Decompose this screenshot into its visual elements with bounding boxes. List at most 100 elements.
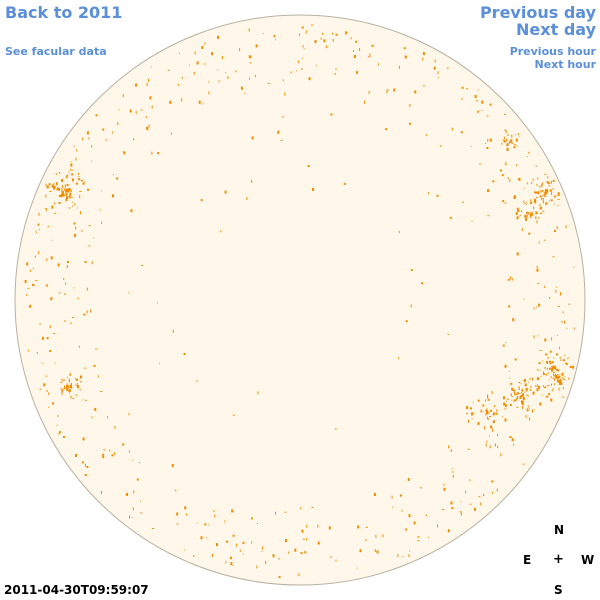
feature-mark [557,376,559,378]
feature-mark [34,255,36,258]
feature-mark [71,173,74,176]
previous-day-link[interactable]: Previous day [479,3,596,22]
feature-mark [63,436,65,438]
feature-mark [535,165,538,167]
feature-mark [78,178,80,181]
feature-mark [526,409,529,412]
feature-mark [54,212,57,214]
feature-mark [200,536,203,540]
feature-mark [527,381,529,383]
feature-mark [474,507,476,511]
feature-mark [81,461,84,464]
feature-mark [62,190,64,194]
feature-mark [320,37,322,40]
feature-mark [129,109,132,113]
feature-mark [540,375,542,377]
feature-mark [251,541,253,544]
feature-mark [514,399,517,402]
feature-mark [554,366,557,370]
previous-hour-link[interactable]: Previous hour [509,45,596,58]
feature-mark [91,261,93,265]
feature-mark [251,179,253,183]
feature-mark [504,364,507,368]
feature-mark [513,389,515,392]
back-to-year-link[interactable]: Back to 2011 [5,3,123,22]
feature-mark [517,396,519,399]
feature-mark [521,391,522,393]
feature-mark [557,373,559,377]
feature-mark [133,490,135,494]
feature-mark [512,318,515,322]
feature-mark [64,188,66,192]
feature-mark [46,208,47,211]
feature-mark [102,453,105,456]
feature-mark [196,522,198,524]
feature-mark [524,214,527,218]
feature-mark [547,361,548,364]
feature-mark [527,211,529,215]
feature-mark [440,145,442,148]
feature-mark [314,40,317,44]
feature-mark [549,362,552,365]
feature-mark [213,510,215,512]
feature-mark [261,546,263,550]
feature-mark [547,176,549,179]
feature-mark [101,491,102,494]
feature-mark [562,377,564,379]
feature-mark [62,184,63,188]
next-hour-link[interactable]: Next hour [534,58,597,71]
feature-mark [524,379,526,383]
feature-mark [95,348,98,350]
feature-mark [467,448,470,450]
feature-mark [193,71,195,75]
feature-mark [441,509,444,511]
feature-mark [51,239,53,241]
feature-mark [156,302,158,304]
feature-mark [553,372,555,373]
feature-mark [508,370,510,372]
feature-mark [511,277,513,281]
feature-mark [536,220,538,224]
feature-mark [511,387,514,391]
feature-mark [58,187,60,191]
feature-mark [503,396,505,400]
feature-mark [491,391,493,394]
feature-mark [509,403,512,406]
feature-mark [116,177,119,180]
feature-mark [85,399,88,401]
feature-mark [148,78,149,82]
feature-mark [312,187,314,191]
see-facular-data-link[interactable]: See facular data [5,45,107,58]
feature-mark [545,202,547,206]
feature-mark [61,188,63,190]
feature-mark [53,202,55,205]
feature-mark [500,453,502,457]
next-day-link[interactable]: Next day [516,20,596,39]
feature-mark [482,404,485,407]
feature-mark [515,393,518,396]
feature-mark [452,474,454,478]
feature-mark [128,450,130,453]
feature-mark [518,382,521,383]
feature-mark [45,183,47,186]
feature-mark [521,393,524,395]
feature-mark [68,188,71,192]
feature-mark [306,524,308,528]
feature-mark [175,489,177,492]
feature-mark [317,524,319,528]
feature-mark [550,398,553,402]
feature-mark [530,386,532,388]
facular-features [24,24,575,579]
feature-mark [557,205,559,207]
feature-mark [72,317,75,318]
feature-mark [521,403,524,406]
feature-mark [489,103,492,106]
feature-mark [177,83,179,86]
feature-mark [391,495,393,499]
feature-mark [514,358,517,361]
feature-mark [93,364,96,367]
feature-mark [506,398,509,400]
feature-mark [489,138,492,142]
feature-mark [508,305,511,308]
feature-mark [103,449,106,451]
